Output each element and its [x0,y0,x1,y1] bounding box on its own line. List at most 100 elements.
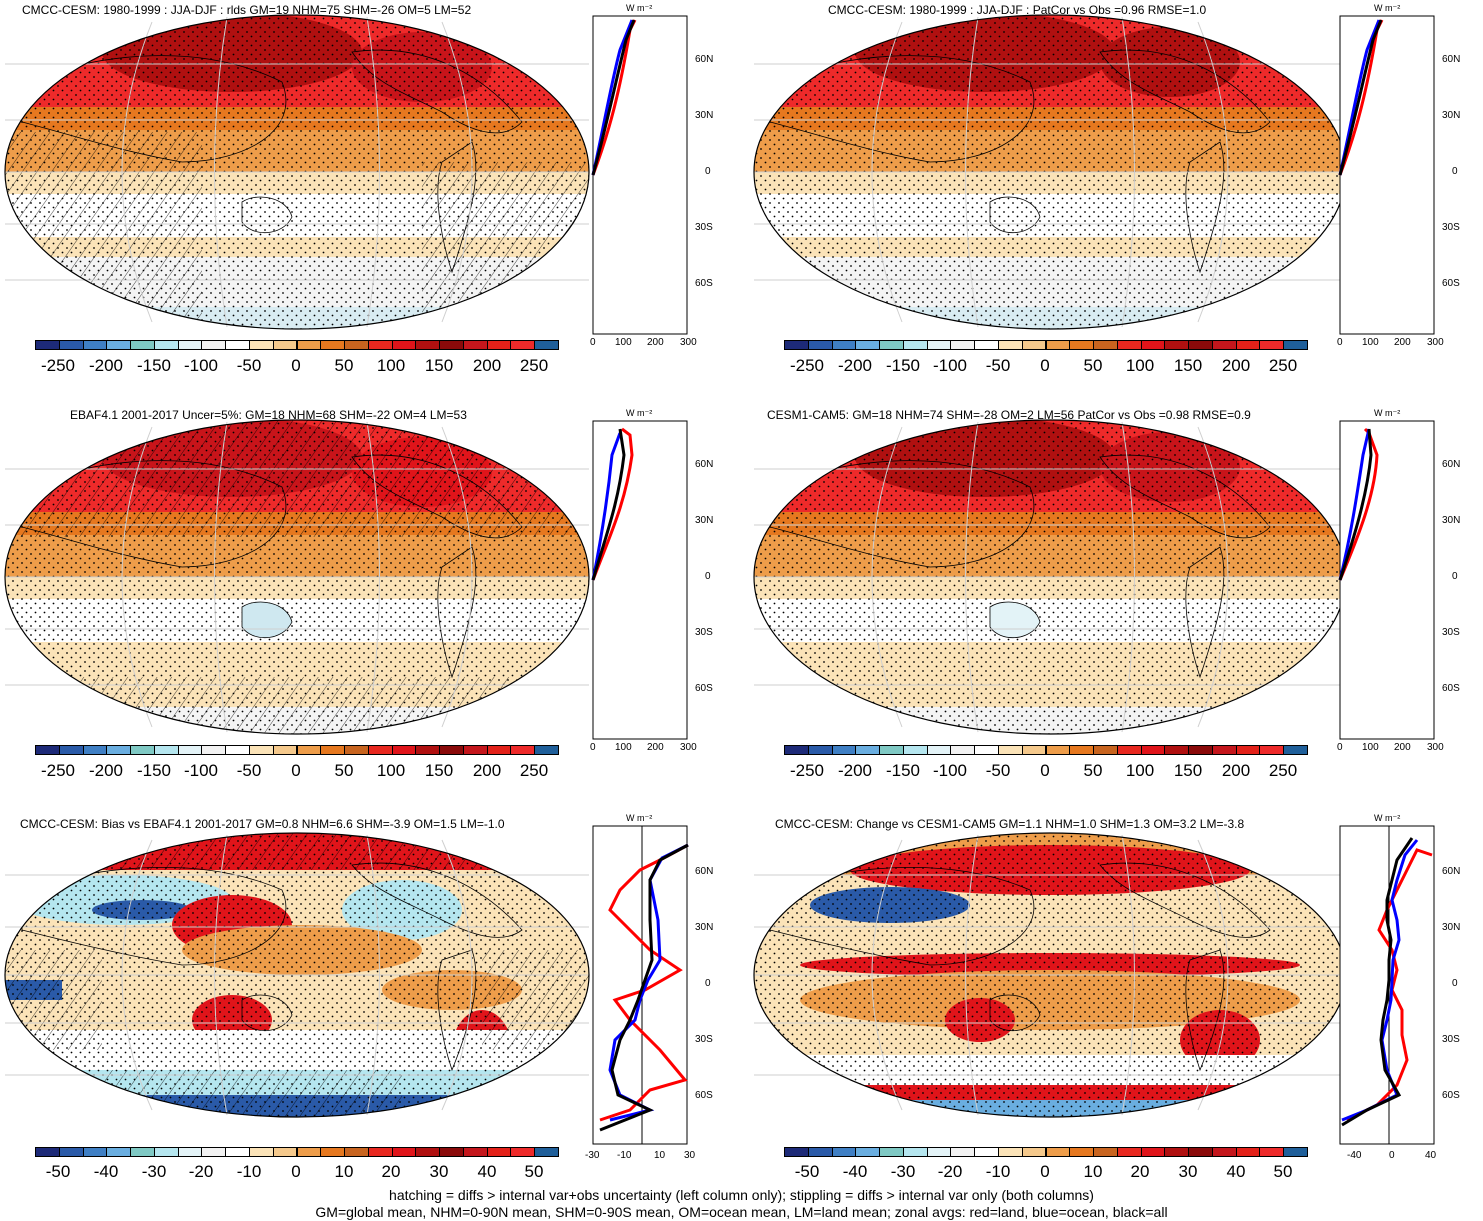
colorbar-swatch [58,745,84,755]
colorbar-swatch [831,340,857,350]
lat-label-30n: 30N [1442,110,1461,121]
colorbar-labels: -250 -200 -150 -100 -50 0 50 100 150 200… [784,356,1307,376]
cbar-label: -30 [890,1162,916,1181]
colorbar-swatch [510,340,536,350]
cbar-label: -100 [932,356,968,375]
cbar-label: -100 [932,761,968,780]
colorbar-swatch [1259,340,1285,350]
lat-label-30n: 30N [1442,922,1461,933]
colorbar-swatch [1140,745,1166,755]
lat-label-60n: 60N [695,54,714,65]
colorbar-swatch [879,1147,904,1157]
colorbar-swatch [35,1147,60,1157]
cbar-label: 250 [1268,761,1298,780]
colorbar-swatch [177,745,203,755]
colorbar-swatch [391,745,417,755]
zonal-unit: W m⁻² [626,813,653,823]
robinson-map [4,419,590,735]
colorbar-swatch [1140,340,1166,350]
figure-footnote: hatching = diffs > internal var+obs unce… [0,1187,1483,1221]
cbar-label: 30 [1178,1162,1198,1181]
cbar-label: -200 [837,761,873,780]
colorbar-swatch [201,1147,227,1157]
zonal-mean-plot [1339,825,1435,1145]
cbar-label: -50 [794,1162,820,1181]
colorbar-swatch [784,745,809,755]
colorbar-swatch [177,340,203,350]
cbar-label: 0 [1040,761,1050,780]
panel-title: CESM1-CAM5: GM=18 NHM=74 SHM=-28 OM=2 LM… [767,408,1251,422]
colorbar-swatch [153,745,179,755]
lat-label-60s: 60S [1442,278,1460,289]
cbar-label: -10 [236,1162,262,1181]
colorbar-swatch [296,745,322,755]
colorbar-swatch [367,745,393,755]
colorbar-swatch [997,340,1023,350]
cbar-label: 150 [1173,356,1203,375]
zonal-unit: W m⁻² [1374,3,1401,13]
lat-label-30s: 30S [1442,222,1460,233]
colorbar-swatch [462,745,488,755]
x-tick: -40 [1347,1150,1362,1161]
colorbar-swatch [1045,340,1071,350]
colorbar-swatch [879,745,904,755]
cbar-label: 0 [1040,356,1050,375]
colorbar-swatch [855,340,881,350]
cbar-label: 150 [1173,761,1203,780]
colorbar-swatch [1211,340,1237,350]
colorbar-swatch [486,745,512,755]
cbar-label: -20 [937,1162,963,1181]
lat-label-60n: 60N [695,866,714,877]
colorbar-swatch [439,340,464,350]
colorbar [35,745,559,755]
colorbar-swatch [391,1147,417,1157]
zonal-unit: W m⁻² [626,408,653,418]
colorbar-swatch [1021,1147,1047,1157]
colorbar-swatch [177,1147,203,1157]
colorbar-swatch [225,745,250,755]
colorbar-swatch [415,745,441,755]
cbar-label: -200 [88,761,124,780]
colorbar-swatch [35,340,60,350]
x-tick: 40 [1425,1150,1437,1161]
colorbar-swatch [926,340,952,350]
colorbar-swatch [1021,340,1047,350]
lat-label-60n: 60N [1442,54,1461,65]
cbar-label: 100 [1125,356,1155,375]
colorbar-swatch [950,745,976,755]
colorbar-swatch [784,340,809,350]
colorbar-swatch [320,745,346,755]
cbar-label: -50 [236,761,262,780]
colorbar-swatch [130,340,155,350]
x-tick: 300 [680,337,697,348]
cbar-label: -250 [40,356,76,375]
cbar-label: -20 [188,1162,214,1181]
x-tick: 0 [590,337,596,348]
colorbar-swatch [1235,1147,1261,1157]
cbar-label: 0 [291,356,301,375]
colorbar-swatch [1093,745,1118,755]
colorbar-swatch [510,1147,536,1157]
colorbar-swatch [831,1147,857,1157]
colorbar-swatch [130,745,155,755]
colorbar-swatch [1140,1147,1166,1157]
colorbar-swatch [320,340,346,350]
colorbar-swatch [831,745,857,755]
colorbar-swatch [974,745,999,755]
cbar-label: -150 [885,356,921,375]
colorbar-swatch [106,1147,132,1157]
colorbar-swatch [153,1147,179,1157]
lat-label-60n: 60N [1442,459,1461,470]
colorbar-swatch [807,340,833,350]
x-tick: 200 [647,337,664,348]
cbar-label: 200 [1221,356,1251,375]
colorbar-swatch [486,340,512,350]
colorbar-swatch [1069,1147,1095,1157]
cbar-label: 250 [1268,356,1298,375]
cbar-label: 100 [376,356,406,375]
colorbar [35,340,559,350]
colorbar-swatch [807,1147,833,1157]
colorbar-swatch [1116,1147,1142,1157]
panel-cesm1-seasonal: CESM1-CAM5: GM=18 NHM=74 SHM=-28 OM=2 LM… [745,405,1483,805]
colorbar-swatch [784,1147,809,1157]
